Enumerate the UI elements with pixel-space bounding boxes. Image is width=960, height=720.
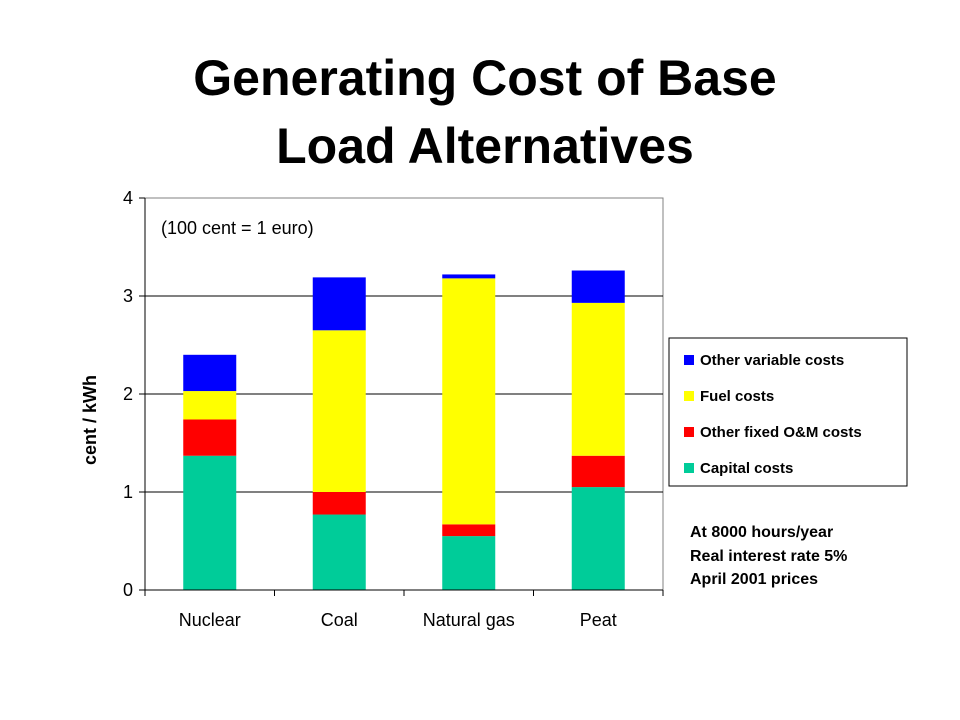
legend-swatch	[684, 427, 694, 437]
bar-segment-other-variable-costs	[183, 354, 237, 392]
legend-label: Other variable costs	[700, 352, 844, 369]
axes	[139, 197, 664, 596]
y-tick-label: 2	[123, 384, 133, 404]
bar-segment-other-fixed-o-m-costs	[571, 455, 625, 488]
note-line-3: April 2001 prices	[690, 571, 819, 588]
y-axis-label: cent / kWh	[80, 375, 100, 465]
y-tick-label: 1	[123, 482, 133, 502]
bar-segment-other-fixed-o-m-costs	[442, 524, 496, 537]
legend-label: Other fixed O&M costs	[700, 424, 862, 441]
bar-segment-fuel-costs	[571, 302, 625, 456]
chart-title-line-2: Load Alternatives	[276, 118, 694, 174]
chart-title: Generating Cost of Base Load Alternative…	[0, 44, 960, 180]
bars	[183, 270, 625, 590]
y-tick-label: 0	[123, 580, 133, 600]
note-line-1: At 8000 hours/year	[690, 524, 834, 541]
legend-label: Capital costs	[700, 460, 793, 477]
chart-title-line-1: Generating Cost of Base	[193, 50, 777, 106]
bar-segment-fuel-costs	[442, 278, 496, 525]
bar-segment-other-fixed-o-m-costs	[183, 419, 237, 456]
bar-segment-other-fixed-o-m-costs	[312, 492, 366, 515]
legend: Other variable costs Fuel costs Other fixe…	[668, 337, 908, 487]
legend-label: Fuel costs	[700, 388, 774, 405]
bar-segment-capital-costs	[183, 455, 237, 590]
note-line-2: Real interest rate 5%	[690, 547, 848, 565]
bar-segment-other-variable-costs	[571, 270, 625, 303]
y-tick-label: 3	[123, 286, 133, 306]
bar-segment-other-variable-costs	[312, 277, 366, 331]
x-tick-labels: Nuclear Coal Natural gas Peat	[179, 610, 617, 630]
x-tick-label: Coal	[321, 610, 358, 630]
bar-segment-capital-costs	[571, 487, 625, 590]
bar-segment-capital-costs	[442, 536, 496, 590]
bar-segment-fuel-costs	[312, 330, 366, 492]
x-tick-label: Natural gas	[423, 610, 515, 630]
legend-swatch	[684, 391, 694, 401]
y-tick-labels: 0 1 2 3 4	[123, 188, 133, 600]
bar-segment-fuel-costs	[183, 391, 237, 420]
legend-swatch	[684, 355, 694, 365]
legend-swatch	[684, 463, 694, 473]
unit-annotation: (100 cent = 1 euro)	[161, 218, 314, 238]
bar-segment-capital-costs	[312, 514, 366, 590]
y-tick-label: 4	[123, 188, 133, 208]
x-tick-label: Nuclear	[179, 610, 241, 630]
assumptions-note: At 8000 hours/year Real interest rate 5%…	[690, 521, 847, 592]
bar-segment-other-variable-costs	[442, 274, 496, 279]
x-tick-label: Peat	[580, 610, 617, 630]
legend-box	[668, 337, 908, 487]
